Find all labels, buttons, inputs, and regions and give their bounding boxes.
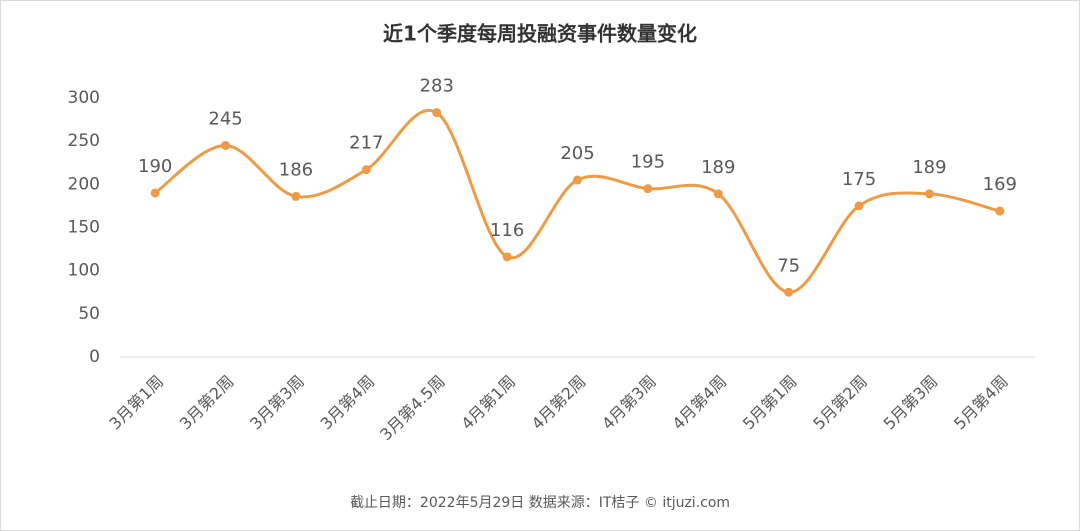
data-label: 217	[349, 133, 383, 154]
y-tick-label: 100	[68, 261, 100, 281]
y-tick-label: 250	[68, 131, 100, 151]
data-label: 169	[983, 174, 1017, 195]
data-label: 195	[631, 152, 665, 173]
marker	[361, 165, 371, 175]
marker	[643, 184, 653, 194]
marker	[573, 175, 582, 185]
marker	[924, 189, 934, 199]
marker	[784, 287, 794, 297]
marker	[995, 206, 1005, 216]
data-label: 189	[701, 157, 735, 178]
data-label: 190	[138, 156, 172, 177]
chart-title: 近1个季度每周投融资事件数量变化	[383, 22, 697, 46]
data-label: 205	[560, 143, 594, 164]
marker	[291, 191, 301, 201]
marker	[150, 188, 160, 198]
data-label: 116	[490, 220, 524, 241]
data-label: 283	[420, 76, 454, 97]
marker	[432, 108, 442, 118]
y-tick-label: 50	[78, 304, 100, 324]
y-tick-label: 0	[89, 347, 100, 367]
marker	[713, 189, 723, 199]
data-label: 175	[842, 169, 876, 190]
marker	[502, 252, 512, 262]
y-tick-label: 150	[68, 218, 100, 238]
data-label: 75	[777, 255, 800, 276]
y-tick-label: 300	[68, 88, 100, 108]
source-note: 截止日期：2022年5月29日 数据来源：IT桔子 © itjuzi.com	[350, 495, 730, 511]
data-label: 186	[279, 159, 313, 180]
data-label: 189	[912, 157, 946, 178]
y-tick-label: 200	[68, 174, 100, 194]
marker	[221, 140, 231, 150]
marker	[854, 201, 864, 211]
data-label: 245	[208, 108, 242, 129]
